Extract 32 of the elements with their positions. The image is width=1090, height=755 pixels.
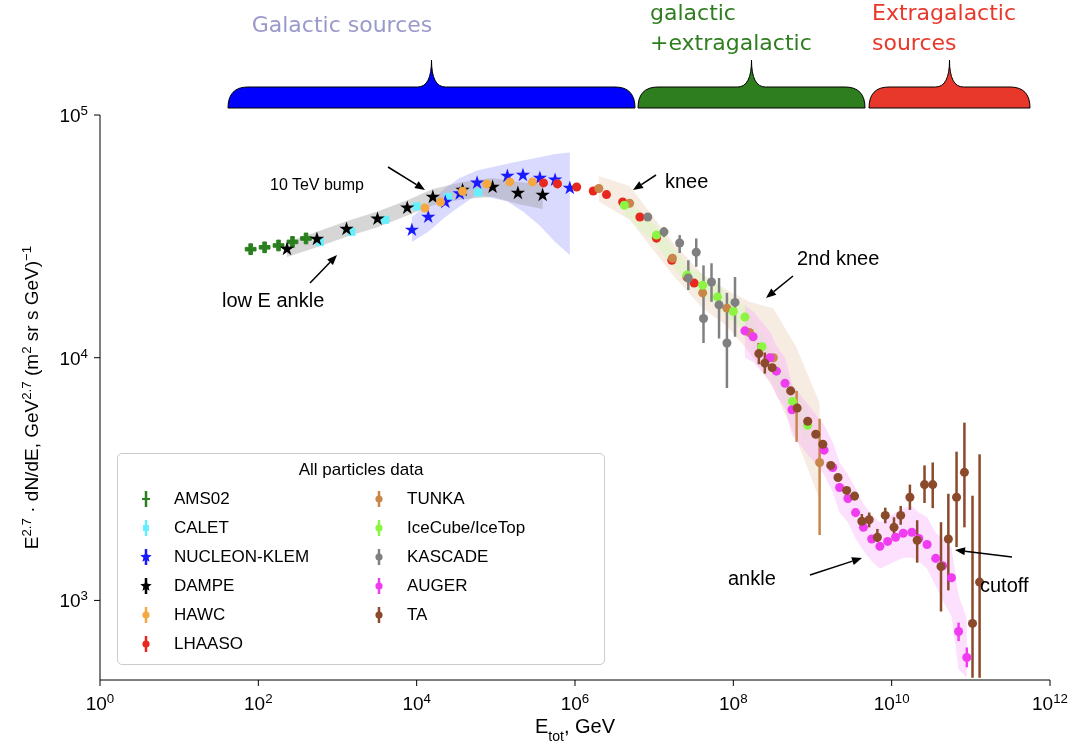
y-tick-label: 10$^{3}$ xyxy=(59,587,88,612)
x-tick-label: 10$^{4}$ xyxy=(402,690,431,714)
legend-label: KASCADE xyxy=(407,546,489,567)
text: Galactic sources xyxy=(251,12,433,37)
y-tick-label: 10$^{4}$ xyxy=(59,345,88,369)
x-tick-label: 10$^{2}$ xyxy=(244,690,273,714)
legend-label: IceCube/IceTop xyxy=(407,517,526,538)
x-axis-title: E$_{tot}$, GeV xyxy=(534,715,616,744)
annotation: cutoff xyxy=(980,574,1029,596)
legend-label: LHAASO xyxy=(174,633,243,654)
legend-title: All particles data xyxy=(297,460,425,480)
legend-label: NUCLEON-KLEM xyxy=(174,546,310,567)
x-tick-label: 10$^{12}$ xyxy=(1032,690,1068,714)
legend-label: TA xyxy=(407,604,428,625)
x-tick-label: 10$^{6}$ xyxy=(560,690,590,714)
legend-label: AMS02 xyxy=(174,488,230,509)
annotation: low E ankle xyxy=(222,289,325,311)
legend-label: TUNKA xyxy=(407,488,465,509)
text: galactic +extragalactic xyxy=(650,0,812,55)
x-tick-label: 10$^{10}$ xyxy=(873,690,910,714)
legend-label: AUGER xyxy=(407,575,468,596)
legend-label: CALET xyxy=(174,517,229,538)
x-tick-label: 10$^{8}$ xyxy=(719,690,748,714)
x-tick-label: 10$^{0}$ xyxy=(85,690,115,714)
annotation: 2nd knee xyxy=(797,247,880,269)
annotation: knee xyxy=(665,170,709,192)
legend-label: HAWC xyxy=(174,604,226,625)
legend-label: DAMPE xyxy=(174,575,235,596)
annotation: ankle xyxy=(728,567,776,589)
text: Extragalactic sources xyxy=(872,0,1017,55)
y-tick-label: 10$^{5}$ xyxy=(59,102,88,126)
annotation: 10 TeV bump xyxy=(270,176,365,193)
